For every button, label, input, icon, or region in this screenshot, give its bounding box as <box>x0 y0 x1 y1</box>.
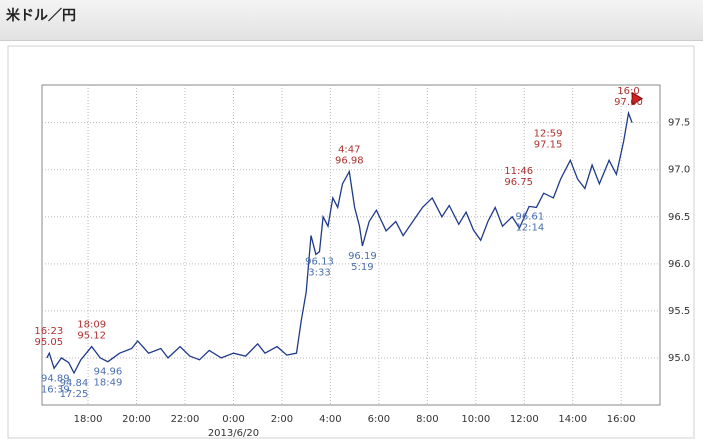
y-tick-label: 97.0 <box>668 165 690 176</box>
high-label: 4:47 <box>338 145 360 156</box>
x-tick-label: 18:00 <box>74 414 103 425</box>
low-label: 96.61 <box>516 211 545 222</box>
low-label: 94.84 <box>60 378 89 389</box>
y-tick-label: 95.0 <box>668 353 690 364</box>
end-flag <box>631 91 644 106</box>
high-label: 97.60 <box>614 97 643 108</box>
low-label: 17:25 <box>60 389 89 400</box>
high-label: 96.75 <box>504 177 533 188</box>
header: 米ドル／円 <box>0 0 703 41</box>
x-tick-label: 6:00 <box>368 414 390 425</box>
low-label: 16:39 <box>41 384 70 395</box>
plot-area <box>41 84 661 406</box>
x-tick-label: 22:00 <box>171 414 200 425</box>
low-label: 3:33 <box>308 268 330 279</box>
high-label: 95.05 <box>34 337 63 348</box>
high-label: 97.15 <box>534 140 563 151</box>
x-tick-label: 0:00 <box>222 414 244 425</box>
low-label: 94.96 <box>94 367 123 378</box>
y-tick-label: 95.5 <box>668 306 690 317</box>
high-label: 12:59 <box>534 129 563 140</box>
y-tick-label: 96.5 <box>668 212 690 223</box>
high-label: 95.12 <box>77 331 106 342</box>
low-label: 96.13 <box>305 257 334 268</box>
chart-frame <box>7 45 695 439</box>
low-label: 5:19 <box>351 262 373 273</box>
high-label: 96.98 <box>335 156 364 167</box>
x-tick-label: 16:00 <box>607 414 636 425</box>
x-tick-label: 20:00 <box>122 414 151 425</box>
low-label: 96.19 <box>348 251 377 262</box>
price-line <box>46 110 633 375</box>
x-tick-label: 4:00 <box>319 414 341 425</box>
x-tick-label: 2:00 <box>271 414 293 425</box>
high-label: 16:0 <box>617 86 639 97</box>
y-tick-label: 96.0 <box>668 259 690 270</box>
y-tick-label: 97.5 <box>668 118 690 129</box>
x-tick-label: 10:00 <box>461 414 490 425</box>
x-tick-label: 14:00 <box>558 414 587 425</box>
low-label: 12:14 <box>515 222 544 233</box>
title: 米ドル／円 <box>6 8 76 24</box>
x-tick-label: 8:00 <box>416 414 438 425</box>
high-label: 18:09 <box>77 320 106 331</box>
low-label: 18:49 <box>94 378 123 389</box>
low-label: 94.89 <box>41 373 70 384</box>
high-label: 16:23 <box>34 326 63 337</box>
high-label: 11:46 <box>504 166 533 177</box>
x-date-label: 2013/6/20 <box>208 428 259 439</box>
x-tick-label: 12:00 <box>510 414 539 425</box>
